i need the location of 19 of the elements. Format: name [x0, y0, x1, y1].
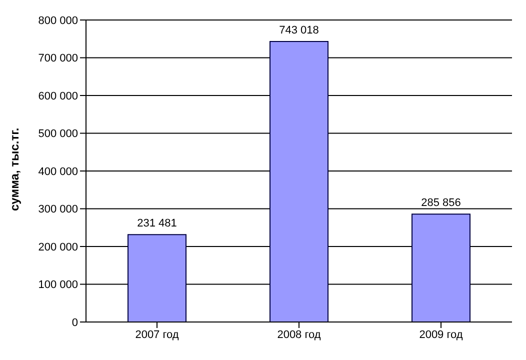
y-tick-label: 200 000 [38, 241, 78, 254]
data-label: 743 018 [279, 24, 319, 37]
x-tick-label: 2009 год [419, 328, 464, 341]
y-tick-label: 300 000 [38, 204, 78, 216]
x-tick-label: 2008 год [277, 328, 322, 341]
x-tick-label: 2007 год [135, 328, 180, 341]
bar [412, 214, 470, 322]
bar [270, 41, 328, 322]
y-tick-label: 0 [72, 316, 78, 329]
y-tick-label: 500 000 [38, 128, 78, 140]
y-tick-label: 700 000 [38, 52, 78, 65]
bar [128, 234, 186, 322]
y-tick-label: 400 000 [38, 166, 78, 178]
y-tick-label: 600 000 [38, 90, 78, 102]
data-label: 231 481 [137, 218, 177, 230]
data-label: 285 856 [421, 197, 461, 210]
y-axis-title: сумма, тыс.тг. [7, 128, 22, 211]
y-tick-label: 100 000 [38, 279, 78, 292]
y-tick-label: 800 000 [38, 14, 78, 27]
